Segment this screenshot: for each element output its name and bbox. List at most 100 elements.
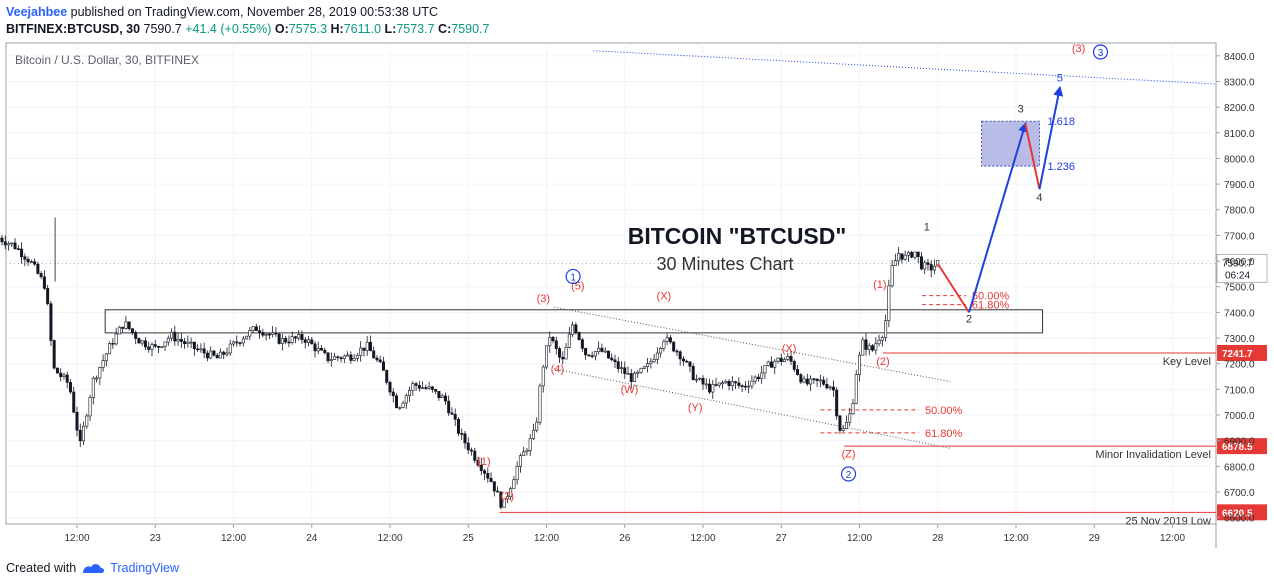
candle-body: [544, 345, 548, 368]
candle-body: [326, 352, 330, 362]
candle-body: [616, 361, 620, 369]
candle-body: [456, 419, 460, 434]
candle-body: [91, 377, 95, 398]
candle-body: [626, 373, 630, 375]
y-tick-label: 7500.0: [1224, 283, 1255, 294]
candle-body: [799, 374, 803, 383]
candle-body: [137, 338, 141, 344]
candle-body: [463, 433, 467, 444]
candle-body: [844, 421, 848, 429]
candle-body: [391, 391, 395, 397]
candle-body: [515, 466, 519, 481]
trendline: [593, 50, 1217, 85]
low-value: 7573.7: [396, 22, 435, 36]
close-label: C:: [438, 22, 452, 36]
author-link[interactable]: Veejahbee: [6, 5, 68, 19]
candle-body: [913, 251, 917, 258]
candle-body: [685, 360, 689, 363]
candle-body: [678, 351, 682, 360]
candle-body: [320, 347, 324, 351]
candle-body: [368, 341, 372, 352]
candle-body: [323, 349, 327, 354]
candle-body: [140, 340, 144, 344]
price-chart[interactable]: 7241.7 Key Level 6878.5 Minor Invalidation …: [0, 0, 1274, 560]
fib-ext-label-bottom: 1.236: [1047, 161, 1075, 173]
last-price: 7590.7: [143, 22, 182, 36]
y-tick-label: 6600.0: [1224, 514, 1255, 525]
candle-body: [408, 390, 412, 396]
y-tick-label: 8300.0: [1224, 77, 1255, 88]
candle-body: [789, 356, 793, 362]
wave-label: (X): [782, 343, 797, 355]
y-tick-label: 7800.0: [1224, 206, 1255, 217]
candle-body: [897, 253, 901, 262]
candle-body: [672, 341, 676, 352]
circled-wave-marker: [565, 268, 581, 285]
candle-body: [613, 359, 617, 363]
candle-body: [284, 338, 288, 343]
candle-body: [186, 341, 190, 344]
candle-body: [929, 264, 933, 271]
high-value: 7611.0: [343, 22, 382, 36]
candle-body: [704, 383, 708, 386]
tradingview-link[interactable]: TradingView: [110, 561, 179, 575]
wave-label: 4: [1036, 192, 1042, 204]
candle-body: [381, 361, 385, 371]
circled-wave-label: 2: [846, 470, 852, 481]
fib-extension-box: [981, 120, 1040, 167]
candle-body: [372, 350, 376, 359]
candle-body: [675, 350, 679, 353]
candle-body: [232, 341, 236, 345]
candle-body: [39, 273, 43, 278]
candle-body: [362, 347, 366, 351]
wave-label: (2): [876, 356, 889, 368]
current-price-tag: [1216, 253, 1268, 283]
candle-body: [450, 412, 454, 415]
candle-body: [694, 378, 698, 381]
x-tick-label: 26: [619, 533, 631, 544]
y-tick-label: 6800.0: [1224, 462, 1255, 473]
candle-body: [42, 276, 46, 289]
close-value: 7590.7: [451, 22, 490, 36]
candle-body: [838, 415, 842, 431]
candle-body: [280, 338, 284, 344]
candle-body: [241, 338, 245, 344]
candle-body: [740, 385, 744, 387]
wave-label: (1): [477, 456, 490, 468]
x-tick-label: 12:00: [690, 533, 715, 544]
candle-body: [783, 359, 787, 363]
y-tick-label: 7000.0: [1224, 411, 1255, 422]
candle-body: [698, 377, 702, 380]
y-tick-label: 7100.0: [1224, 385, 1255, 396]
x-tick-label: 12:00: [534, 533, 559, 544]
candle-body: [150, 344, 154, 350]
candle-body: [522, 451, 526, 456]
candle-body: [561, 356, 565, 360]
candle-body: [349, 354, 353, 361]
y-tick-label: 7600.0: [1224, 257, 1255, 268]
candle-body: [730, 381, 734, 387]
candle-body: [926, 262, 930, 265]
candle-body: [447, 400, 451, 414]
candle-body: [509, 488, 513, 497]
candle-body: [72, 391, 76, 413]
fib-retrace-label: 50.00%: [972, 291, 1010, 303]
candle-body: [222, 351, 226, 355]
symbol-line: BITFINEX:BTCUSD, 30 7590.7 +41.4 (+0.55%…: [6, 22, 489, 36]
candle-body: [437, 390, 441, 398]
candle-body: [662, 341, 666, 349]
candle-body: [101, 360, 105, 368]
candle-body: [466, 442, 470, 451]
candle-body: [880, 337, 884, 341]
candle-body: [117, 326, 121, 335]
candle-body: [659, 348, 663, 354]
circled-wave-marker: [1092, 44, 1109, 60]
projection-leg: [936, 263, 970, 313]
candle-body: [711, 384, 715, 393]
x-tick-label: 28: [932, 533, 944, 544]
countdown-text: 06:24: [1225, 270, 1250, 281]
wave-label: (3): [1072, 43, 1085, 55]
candle-body: [766, 361, 770, 366]
high-label: H:: [330, 22, 344, 36]
candle-body: [205, 352, 209, 359]
